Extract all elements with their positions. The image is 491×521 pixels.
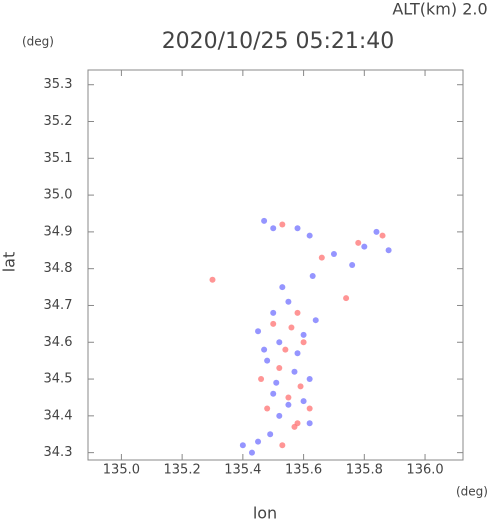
- point: [291, 423, 298, 430]
- point: [306, 420, 313, 427]
- y-tick-label: 34.4: [44, 408, 73, 423]
- point: [294, 350, 301, 357]
- x-axis-label: lon: [253, 504, 277, 521]
- point: [355, 239, 362, 246]
- y-axis-label: lat: [0, 252, 19, 273]
- point: [300, 339, 307, 346]
- point: [294, 225, 301, 232]
- point: [276, 412, 283, 419]
- y-tick-label: 35.0: [44, 188, 73, 203]
- x-tick-label: 135.2: [164, 463, 201, 478]
- point: [273, 379, 280, 386]
- point: [309, 273, 316, 280]
- x-tick-label: 135.0: [103, 463, 140, 478]
- point: [291, 368, 298, 375]
- point: [258, 376, 265, 383]
- point: [349, 262, 356, 268]
- point: [294, 309, 301, 316]
- point: [261, 346, 268, 353]
- point: [285, 298, 292, 305]
- point: [373, 228, 380, 235]
- point: [306, 405, 313, 412]
- point: [248, 449, 255, 456]
- point: [255, 328, 262, 335]
- point: [279, 442, 286, 449]
- point: [264, 405, 271, 412]
- point: [343, 295, 350, 302]
- point: [264, 357, 271, 364]
- point: [300, 331, 307, 338]
- point: [270, 225, 277, 232]
- y-tick-label: 34.8: [44, 261, 73, 276]
- chart-title: 2020/10/25 05:21:40: [162, 29, 395, 54]
- y-tick-label: 34.7: [44, 298, 73, 313]
- point: [282, 346, 289, 353]
- point: [297, 383, 304, 390]
- point: [318, 254, 325, 261]
- point: [300, 398, 307, 405]
- point: [270, 309, 277, 316]
- point: [239, 442, 246, 449]
- point: [385, 247, 392, 254]
- y-tick-label: 35.3: [44, 77, 73, 92]
- point: [361, 243, 368, 250]
- y-unit: (deg): [22, 35, 54, 49]
- point: [330, 250, 337, 257]
- point: [276, 365, 283, 372]
- point: [379, 232, 386, 239]
- x-tick-label: 136.0: [406, 463, 443, 478]
- point: [306, 232, 313, 239]
- point: [276, 339, 283, 346]
- x-unit: (deg): [456, 485, 488, 499]
- point: [306, 376, 313, 383]
- point: [270, 320, 277, 327]
- y-tick-label: 34.3: [44, 445, 73, 460]
- x-tick-label: 135.4: [224, 463, 261, 478]
- y-tick-label: 34.6: [44, 335, 73, 350]
- point: [270, 390, 277, 397]
- x-tick-label: 135.6: [285, 463, 322, 478]
- point: [279, 284, 286, 291]
- point: [255, 438, 262, 445]
- point: [209, 276, 216, 283]
- y-tick-label: 34.5: [44, 372, 73, 387]
- point: [285, 394, 292, 401]
- point: [288, 324, 295, 331]
- y-tick-label: 35.1: [44, 151, 73, 166]
- y-tick-label: 34.9: [44, 224, 73, 239]
- point: [279, 221, 286, 228]
- x-tick-label: 135.8: [346, 463, 383, 478]
- point: [267, 431, 274, 438]
- y-tick-label: 35.2: [44, 114, 73, 129]
- point: [312, 317, 319, 324]
- plot-frame: [87, 69, 464, 461]
- subtitle: ALT(km) 2.0: [392, 0, 487, 19]
- point: [261, 217, 268, 224]
- point: [285, 401, 292, 408]
